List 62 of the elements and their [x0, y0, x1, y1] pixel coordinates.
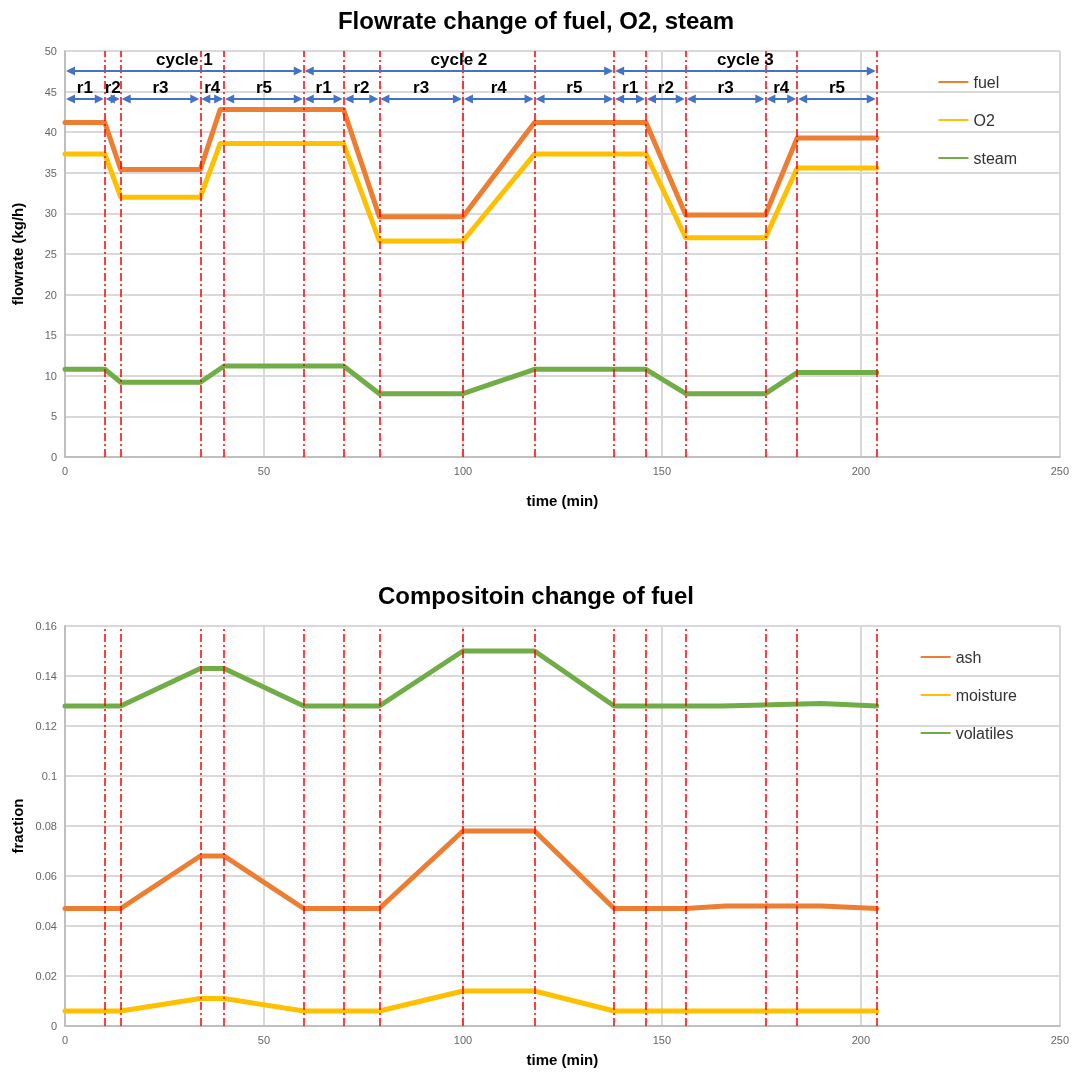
annotation: r4 [490, 77, 508, 97]
y-tick-label: 0 [50, 1020, 57, 1032]
y-tick-label: 0.06 [35, 870, 57, 882]
annotation: r2 [657, 77, 674, 97]
x-tick-label: 0 [61, 1033, 69, 1046]
x-tick-label: 200 [851, 464, 871, 477]
y-axis-title: flowrate (kg/h) [9, 202, 26, 306]
x-tick-label: 50 [257, 464, 271, 477]
y-axis-title: fraction [8, 798, 26, 854]
annotation: r5 [566, 77, 583, 97]
annotation: r3 [413, 77, 430, 97]
y-tick-label: 5 [50, 410, 57, 423]
x-tick-label: 100 [453, 464, 473, 477]
y-tick-label: 50 [44, 45, 57, 57]
y-tick-label: 0 [50, 451, 57, 463]
y-tick-label: 35 [44, 166, 57, 179]
y-tick-label: 0.12 [35, 720, 57, 732]
x-tick-label: 100 [453, 1033, 473, 1046]
legend-label: moisture [955, 686, 1018, 704]
annotation: cycle 2 [430, 49, 488, 69]
x-tick-label: 0 [61, 464, 69, 477]
y-tick-label: 20 [44, 288, 57, 301]
annotation: r5 [828, 77, 846, 97]
x-tick-label: 150 [652, 1033, 672, 1046]
annotation: r2 [353, 77, 370, 97]
legend-label: fuel [973, 73, 1000, 91]
y-tick-label: 25 [44, 248, 57, 260]
annotation: r1 [315, 77, 332, 97]
x-tick-label: 150 [652, 464, 672, 477]
y-tick-label: 45 [44, 85, 57, 98]
x-axis-title: time (min) [526, 492, 599, 509]
chart-title: Compositoin change of fuel [378, 581, 694, 609]
annotation: r3 [717, 77, 734, 97]
annotation: r1 [622, 77, 639, 97]
legend-label: volatiles [955, 724, 1014, 742]
x-tick-label: 250 [1050, 464, 1069, 477]
y-tick-label: 40 [44, 126, 57, 139]
legend-label: steam [973, 149, 1018, 167]
y-tick-label: 0.1 [41, 770, 57, 782]
y-tick-label: 0.08 [35, 820, 57, 832]
annotation: r4 [773, 77, 790, 97]
annotation: r2 [104, 77, 121, 97]
annotation: r5 [255, 77, 272, 97]
legend-label: ash [955, 648, 982, 666]
y-tick-label: 30 [44, 207, 57, 220]
y-tick-label: 0.04 [35, 920, 57, 932]
x-tick-label: 50 [257, 1033, 271, 1046]
x-tick-label: 250 [1050, 1033, 1069, 1046]
annotation: r4 [204, 77, 221, 97]
chart-title: Flowrate change of fuel, O2, steam [337, 6, 735, 34]
y-tick-label: 0.02 [35, 970, 57, 982]
y-tick-label: 15 [44, 329, 57, 342]
x-axis-title: time (min) [526, 1051, 599, 1068]
annotation: r3 [152, 77, 169, 97]
annotation: r1 [76, 77, 93, 97]
y-tick-label: 0.16 [35, 620, 57, 632]
annotation: cycle 1 [156, 49, 213, 69]
annotation: cycle 3 [717, 49, 774, 69]
y-tick-label: 10 [44, 369, 57, 382]
legend-label: O2 [973, 111, 995, 129]
y-tick-label: 0.14 [35, 670, 57, 682]
x-tick-label: 200 [851, 1033, 871, 1046]
